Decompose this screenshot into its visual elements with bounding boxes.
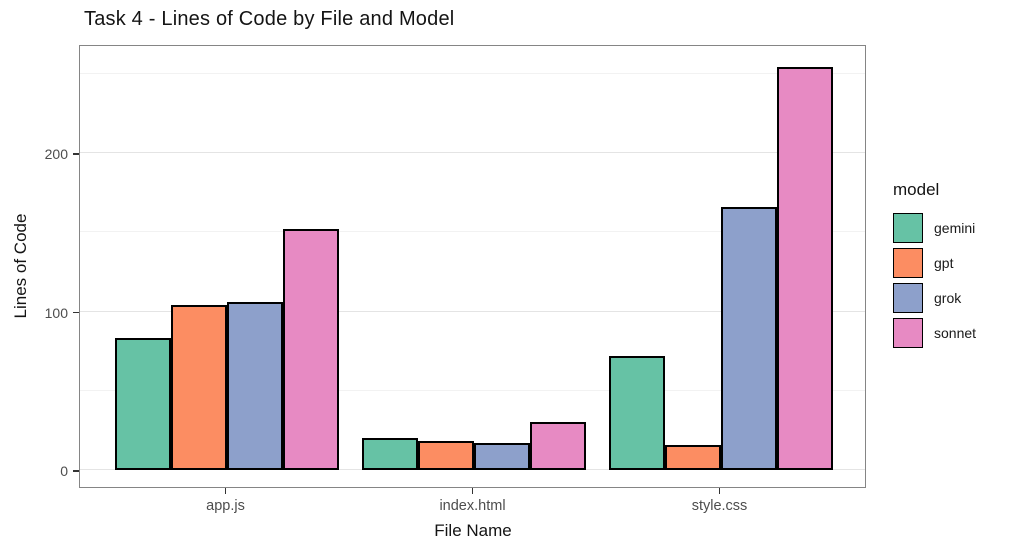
gridline-minor xyxy=(80,389,865,391)
legend: model gemini gpt grok sonnet xyxy=(893,180,976,353)
legend-item-grok: grok xyxy=(893,283,976,313)
legend-label: gemini xyxy=(934,220,976,236)
legend-item-sonnet: sonnet xyxy=(893,318,976,348)
bar-gpt-app.js xyxy=(170,305,227,470)
bar-grok-index.html xyxy=(473,443,530,470)
bar-grok-app.js xyxy=(226,302,283,470)
bar-gemini-style.css xyxy=(608,356,665,470)
y-tick-label: 200 xyxy=(44,146,68,162)
x-tick-mark xyxy=(224,488,227,494)
x-tick-mark xyxy=(718,488,721,494)
x-tick-label: style.css xyxy=(691,498,748,514)
bar-sonnet-style.css xyxy=(776,67,833,470)
y-axis-title: Lines of Code xyxy=(11,213,30,319)
y-tick-label: 0 xyxy=(60,463,68,479)
bar-sonnet-index.html xyxy=(529,422,586,470)
y-tick-label: 100 xyxy=(44,304,68,321)
legend-label: sonnet xyxy=(934,325,977,341)
y-tick-mark xyxy=(73,153,79,155)
gridline-minor xyxy=(80,231,865,233)
x-tick-label: app.js xyxy=(206,498,245,514)
legend-item-gemini: gemini xyxy=(893,213,976,243)
legend-item-gpt: gpt xyxy=(893,248,976,278)
y-tick-mark xyxy=(73,311,79,313)
legend-items: gemini gpt grok sonnet xyxy=(893,213,976,348)
chart-title: Task 4 - Lines of Code by File and Model xyxy=(84,8,455,30)
bar-gemini-app.js xyxy=(114,338,171,470)
gridline-minor xyxy=(80,72,865,74)
bar-gpt-style.css xyxy=(664,445,721,470)
gridline-major xyxy=(80,310,865,312)
bar-grok-style.css xyxy=(720,207,777,470)
x-axis-title: File Name xyxy=(434,521,512,540)
bar-gpt-index.html xyxy=(417,441,474,470)
bar-gemini-index.html xyxy=(361,438,418,470)
y-tick-mark xyxy=(73,470,79,472)
gridline-major xyxy=(80,152,865,153)
legend-swatch-grok xyxy=(893,283,923,313)
x-tick-label: index.html xyxy=(439,498,506,514)
legend-swatch-gpt xyxy=(893,248,923,278)
x-tick-mark xyxy=(471,488,474,494)
legend-swatch-gemini xyxy=(893,213,923,243)
legend-swatch-sonnet xyxy=(893,318,923,348)
plot-panel xyxy=(79,45,866,488)
legend-title: model xyxy=(893,180,940,199)
legend-label: gpt xyxy=(934,255,954,271)
bar-sonnet-app.js xyxy=(282,229,339,470)
legend-label: grok xyxy=(934,290,962,306)
